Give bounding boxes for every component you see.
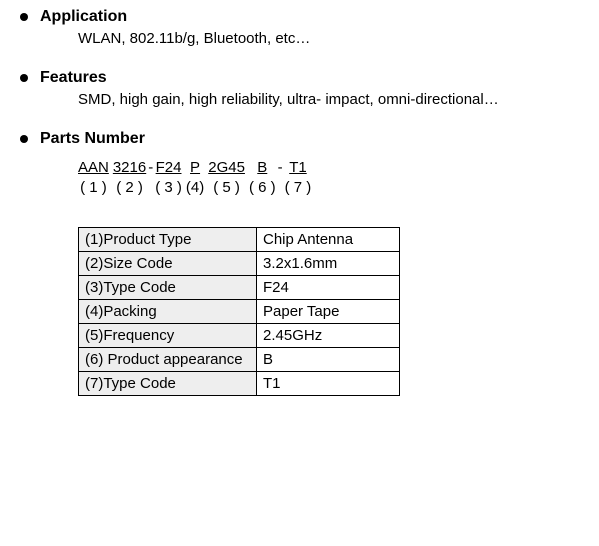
table-label: (3)Type Code <box>79 275 257 299</box>
pn-code: B <box>257 159 267 176</box>
pn-segment: 3216 ( 2 ) <box>113 158 146 199</box>
table-label: (2)Size Code <box>79 251 257 275</box>
pn-index: ( 5 ) <box>208 178 245 198</box>
parts-table: (1)Product TypeChip Antenna(2)Size Code3… <box>78 227 400 396</box>
table-value: T1 <box>257 371 400 395</box>
pn-code: T1 <box>289 159 307 176</box>
pn-segment: 2G45 ( 5 ) <box>208 158 245 199</box>
pn-segment: P (4) <box>186 158 204 199</box>
table-value: F24 <box>257 275 400 299</box>
table-label: (5)Frequency <box>79 323 257 347</box>
table-row: (2)Size Code3.2x1.6mm <box>79 251 400 275</box>
table-label: (6) Product appearance <box>79 347 257 371</box>
section-features: Features SMD, high gain, high reliabilit… <box>20 69 579 108</box>
part-number-breakdown: AAN( 1 ) 3216( 2 ) - F24( 3 ) P(4) 2G45(… <box>78 158 579 199</box>
pn-segment: T1 ( 7 ) <box>285 158 312 199</box>
pn-index: ( 2 ) <box>113 178 146 198</box>
table-row: (7)Type CodeT1 <box>79 371 400 395</box>
text-application: WLAN, 802.11b/g, Bluetooth, etc… <box>78 30 579 47</box>
table-label: (4)Packing <box>79 299 257 323</box>
pn-code: 3216 <box>113 159 146 176</box>
pn-index: ( 3 ) <box>155 178 182 198</box>
table-row: (3)Type CodeF24 <box>79 275 400 299</box>
pn-segment: B ( 6 ) <box>249 158 276 199</box>
table-row: (5)Frequency2.45GHz <box>79 323 400 347</box>
pn-index: (4) <box>186 178 204 198</box>
table-value: 2.45GHz <box>257 323 400 347</box>
table-row: (1)Product TypeChip Antenna <box>79 227 400 251</box>
heading-features: Features <box>40 69 579 87</box>
pn-separator: - <box>146 158 155 178</box>
pn-code: F24 <box>156 159 182 176</box>
table-value: Chip Antenna <box>257 227 400 251</box>
pn-separator: - <box>276 158 285 178</box>
pn-index: ( 1 ) <box>78 178 109 198</box>
table-value: B <box>257 347 400 371</box>
table-value: 3.2x1.6mm <box>257 251 400 275</box>
table-row: (4)PackingPaper Tape <box>79 299 400 323</box>
pn-index: ( 6 ) <box>249 178 276 198</box>
table-value: Paper Tape <box>257 299 400 323</box>
table-label: (7)Type Code <box>79 371 257 395</box>
text-features: SMD, high gain, high reliability, ultra-… <box>78 91 579 108</box>
pn-code: 2G45 <box>208 159 245 176</box>
pn-segment: F24 ( 3 ) <box>155 158 182 199</box>
section-application: Application WLAN, 802.11b/g, Bluetooth, … <box>20 8 579 47</box>
pn-index: ( 7 ) <box>285 178 312 198</box>
section-parts-number: Parts Number AAN ( 1 ) 3216 ( 2 ) - F24 ( 3… <box>20 130 579 396</box>
heading-parts-number: Parts Number <box>40 130 579 148</box>
pn-code: AAN <box>78 159 109 176</box>
pn-segment: AAN ( 1 ) <box>78 158 109 199</box>
table-label: (1)Product Type <box>79 227 257 251</box>
table-row: (6) Product appearanceB <box>79 347 400 371</box>
heading-application: Application <box>40 8 579 26</box>
pn-code: P <box>190 159 200 176</box>
